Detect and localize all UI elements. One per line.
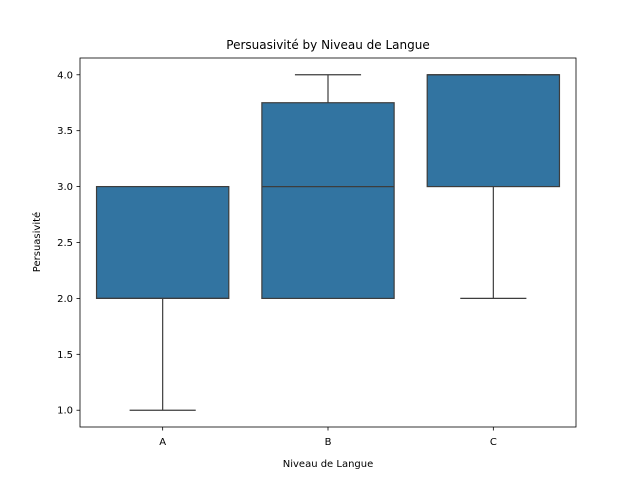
y-tick-label: 3.5 [57, 126, 73, 137]
box [426, 74, 561, 188]
y-tick-label: 1.0 [57, 406, 73, 417]
y-axis-title: Persuasivité [31, 212, 43, 272]
box [95, 185, 230, 300]
y-tick-label: 4.0 [57, 70, 73, 81]
x-tick-label: B [325, 437, 332, 448]
plot-area [95, 74, 561, 411]
y-tick-label: 2.0 [57, 294, 73, 305]
x-tick-label: C [490, 437, 497, 448]
box [261, 102, 395, 300]
y-tick-label: 2.5 [57, 238, 73, 249]
x-tick-label: A [159, 437, 166, 448]
x-axis-title: Niveau de Langue [283, 459, 374, 470]
y-tick-label: 3.0 [57, 182, 73, 193]
chart-title: Persuasivité by Niveau de Langue [226, 38, 429, 52]
y-tick-label: 1.5 [57, 350, 73, 361]
